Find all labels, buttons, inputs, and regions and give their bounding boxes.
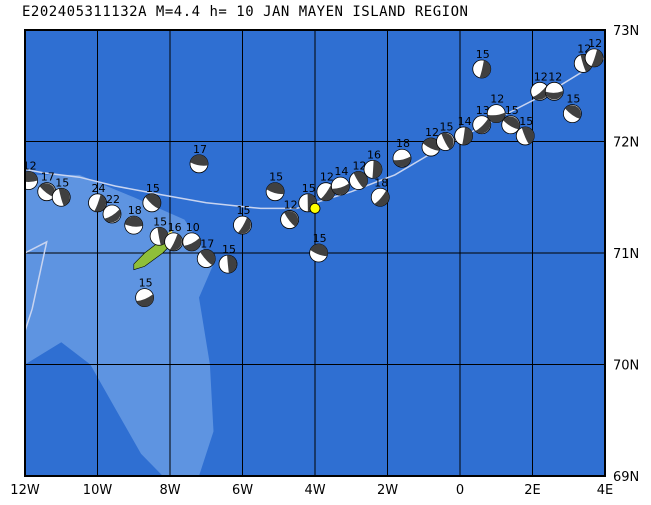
event-depth-label: 12	[353, 160, 367, 173]
event-beachball: 18	[370, 176, 390, 207]
longitude-axis: 12W 10W 8W 6W 4W 2W 0 2E 4E	[10, 483, 613, 498]
longitude-tick-label: 6W	[232, 483, 253, 498]
latitude-tick-label: 73N	[613, 24, 639, 39]
event-beachball: 24	[88, 182, 107, 213]
epicenter-marker	[309, 202, 321, 214]
event-beachball: 15	[562, 93, 582, 124]
event-depth-label: 18	[374, 176, 388, 189]
longitude-tick-label: 4W	[304, 483, 325, 498]
event-depth-label: 15	[153, 215, 167, 228]
event-depth-label: 17	[41, 171, 55, 184]
event-beachball: 16	[164, 221, 184, 252]
event-depth-label: 12	[534, 70, 548, 83]
longitude-tick-label: 2E	[524, 483, 541, 498]
event-depth-label: 13	[476, 104, 490, 117]
event-depth-label: 15	[313, 232, 327, 245]
event-beachball: 18	[124, 204, 144, 235]
event-beachball: 15	[149, 215, 169, 246]
event-beachball: 15	[218, 243, 238, 274]
event-depth-label: 15	[302, 182, 316, 195]
shallow-bathymetry	[25, 174, 214, 476]
event-depth-label: 14	[458, 115, 472, 128]
longitude-tick-label: 10W	[83, 483, 113, 498]
longitude-tick-label: 8W	[159, 483, 180, 498]
event-depth-label: 12	[23, 160, 37, 173]
event-depth-label: 10	[186, 221, 200, 234]
event-beachball: 17	[196, 238, 216, 268]
event-depth-label: 15	[269, 171, 283, 184]
longitude-tick-label: 4E	[597, 483, 614, 498]
event-beachball: 15	[436, 121, 455, 151]
event-beachball: 14	[330, 165, 350, 196]
event-beachball: 15	[233, 204, 252, 235]
event-depth-label: 15	[476, 48, 490, 61]
event-beachball: 12	[23, 160, 39, 190]
event-depth-label: 12	[320, 171, 334, 184]
longitude-tick-label: 2W	[377, 483, 398, 498]
event-depth-label: 14	[334, 165, 348, 178]
event-depth-label: 15	[139, 277, 153, 290]
latitude-tick-label: 69N	[613, 470, 639, 485]
event-beachball: 12	[280, 199, 300, 229]
event-beachball: 14	[454, 115, 474, 146]
event-depth-label: 15	[505, 104, 519, 117]
latitude-tick-label: 71N	[613, 247, 639, 262]
kolbeinsey-ridge-line	[25, 240, 48, 332]
event-depth-label: 12	[548, 70, 562, 83]
event-depth-label: 15	[146, 182, 160, 195]
event-depth-label: 15	[519, 115, 533, 128]
latitude-tick-label: 72N	[613, 136, 639, 151]
event-beachball: 17	[189, 143, 209, 174]
event-beachball: 13	[472, 104, 492, 135]
event-depth-label: 17	[193, 143, 207, 156]
event-depth-label: 15	[55, 176, 69, 189]
event-beachball: 15	[265, 171, 285, 202]
event-beachball: 15	[51, 176, 71, 207]
event-beachball: 12	[544, 70, 564, 101]
event-depth-label: 18	[128, 204, 142, 217]
longitude-tick-label: 12W	[10, 483, 40, 498]
event-depth-label: 16	[168, 221, 182, 234]
event-beachball: 12	[486, 93, 506, 124]
map-frame	[24, 29, 606, 477]
event-beachball: 15	[135, 277, 155, 308]
map-title: E202405311132A M=4.4 h= 10 JAN MAYEN ISL…	[22, 4, 469, 20]
event-beachball: 22	[102, 193, 122, 224]
event-beachball: 12	[349, 160, 368, 190]
event-beachball: 16	[363, 148, 383, 179]
event-depth-label: 15	[237, 204, 251, 217]
event-depth-label: 12	[490, 93, 504, 106]
event-depth-label: 17	[200, 238, 214, 251]
event-beachball: 15	[515, 115, 535, 146]
event-beachball: 12	[530, 70, 550, 101]
event-depth-label: 24	[92, 182, 106, 195]
event-depth-label: 12	[425, 126, 439, 139]
event-depth-label: 15	[566, 93, 580, 106]
latitude-axis: 73N 72N 71N 70N 69N	[613, 24, 639, 485]
event-beachball: 10	[182, 221, 202, 252]
event-beachball: 18	[392, 137, 412, 168]
event-beachball: 12	[316, 171, 336, 202]
event-beachball: 15	[501, 104, 521, 135]
event-depth-label: 15	[440, 121, 454, 134]
event-depth-label: 12	[284, 199, 298, 212]
event-beachball: 15	[142, 182, 162, 213]
longitude-tick-label: 0	[456, 483, 464, 498]
event-beachball: 15	[472, 48, 492, 79]
event-depth-label: 16	[367, 148, 381, 161]
latitude-tick-label: 70N	[613, 359, 639, 374]
event-depth-label: 18	[396, 137, 410, 150]
event-depth-label: 12	[588, 37, 602, 50]
event-beachball: 15	[309, 232, 329, 263]
event-beachball: 12	[584, 37, 604, 68]
event-depth-label: 22	[106, 193, 120, 206]
event-depth-label: 15	[222, 243, 236, 256]
event-beachball: 12	[421, 126, 441, 157]
